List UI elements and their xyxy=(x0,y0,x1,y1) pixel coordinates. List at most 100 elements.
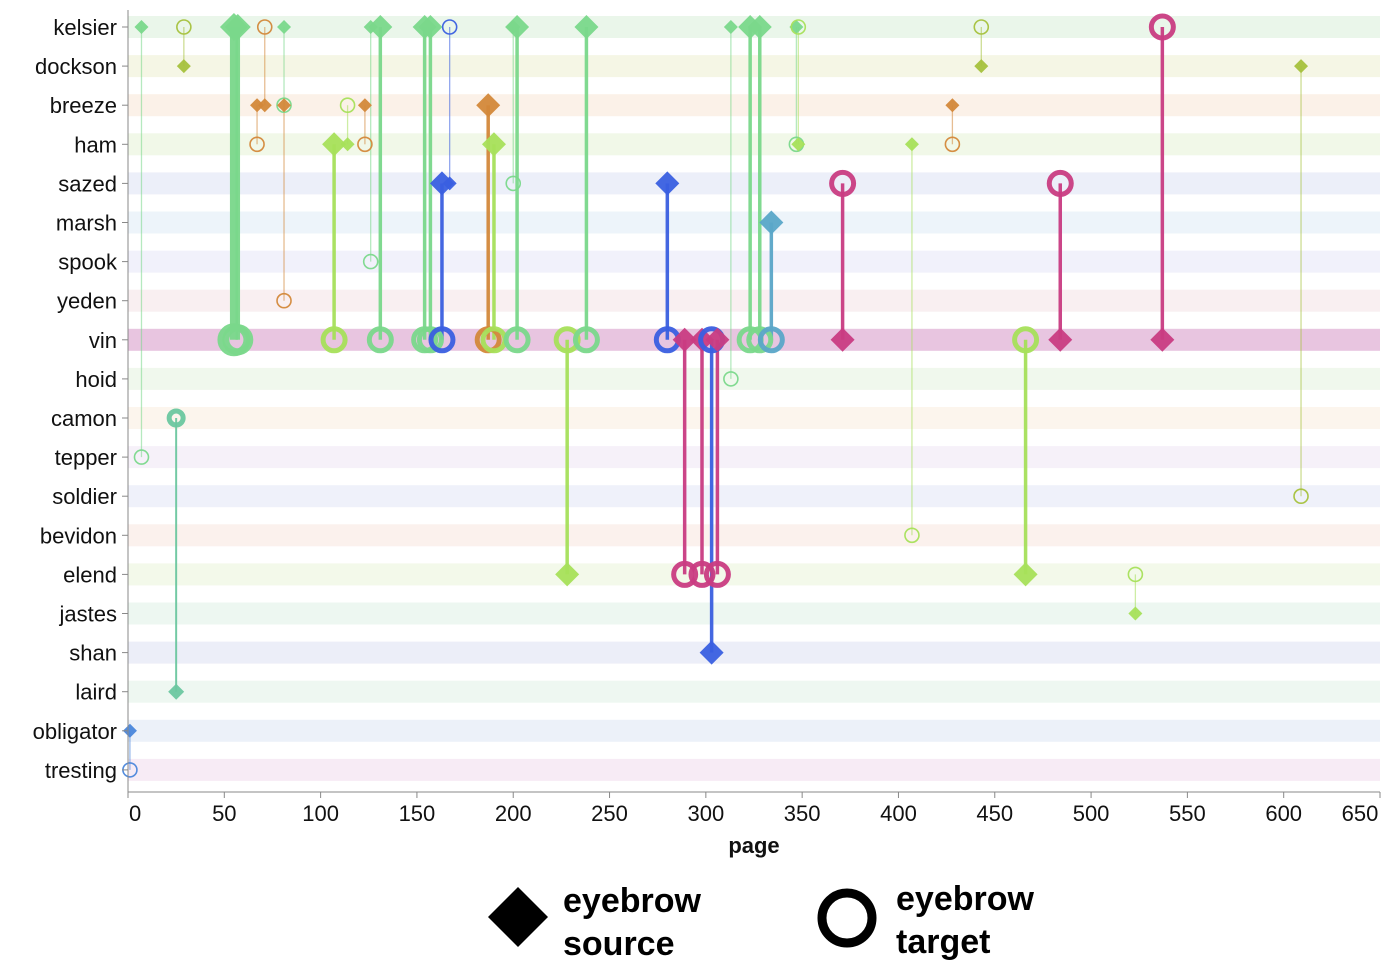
target-circle-marker xyxy=(904,527,920,544)
source-diamond-marker xyxy=(830,327,855,352)
source-diamond-marker xyxy=(1128,606,1143,621)
source-diamond-marker xyxy=(429,171,454,196)
row-band-jastes xyxy=(128,602,1380,625)
y-tick-label-kelsier: kelsier xyxy=(53,15,117,40)
source-diamond-marker xyxy=(555,562,580,587)
target-circle-marker xyxy=(746,326,774,354)
target-circle-marker xyxy=(688,560,716,588)
target-circle-marker xyxy=(357,136,373,153)
y-tick-label-yeden: yeden xyxy=(57,289,117,314)
target-circle-marker xyxy=(416,326,444,354)
legend-target-line1: eyebrow xyxy=(896,880,1034,918)
target-circle-marker xyxy=(1012,326,1040,354)
target-circle-marker xyxy=(249,136,265,153)
y-tick-label-laird: laird xyxy=(75,680,117,705)
source-diamond-marker xyxy=(506,20,521,34)
x-tick-label: 450 xyxy=(976,801,1013,826)
source-diamond-marker xyxy=(224,14,251,40)
source-diamond-marker xyxy=(277,98,292,113)
target-circle-marker xyxy=(428,326,456,354)
x-tick-label: 550 xyxy=(1169,801,1206,826)
y-tick-label-elend: elend xyxy=(63,562,117,587)
target-circle-marker xyxy=(362,253,379,270)
target-circle-marker xyxy=(503,326,531,354)
legend-target-line2: target xyxy=(896,923,990,961)
source-diamond-marker xyxy=(476,93,501,118)
x-tick-label: 600 xyxy=(1265,801,1302,826)
row-band-ham xyxy=(128,133,1380,156)
row-band-camon xyxy=(128,407,1380,429)
x-axis-title: page xyxy=(728,833,779,858)
source-diamond-marker xyxy=(1013,562,1038,587)
source-diamond-marker xyxy=(277,20,292,34)
target-circle-marker xyxy=(366,326,394,354)
source-diamond-marker xyxy=(357,98,372,113)
source-diamond-marker xyxy=(655,171,680,196)
row-band-spook xyxy=(128,250,1380,273)
source-diamond-marker xyxy=(340,137,355,152)
source-diamond-marker xyxy=(257,98,272,113)
target-circle-marker xyxy=(166,408,186,428)
source-diamond-marker xyxy=(250,98,265,113)
source-diamond-marker xyxy=(442,176,457,191)
x-tick-label: 300 xyxy=(687,801,724,826)
target-circle-marker xyxy=(553,326,581,354)
target-circle-marker xyxy=(723,371,739,387)
link-lines xyxy=(129,27,1302,770)
y-tick-label-tresting: tresting xyxy=(45,758,117,783)
legend-circle-icon xyxy=(817,888,877,948)
target-circle-marker xyxy=(222,324,254,356)
x-tick-label: 200 xyxy=(495,801,532,826)
source-diamond-marker xyxy=(723,20,738,34)
target-circle-marker xyxy=(944,136,961,153)
row-band-tepper xyxy=(128,446,1380,469)
x-tick-label: 0 xyxy=(129,801,141,826)
x-tick-label: 100 xyxy=(302,801,339,826)
y-tick-label-camon: camon xyxy=(51,406,117,431)
x-tick-label: 250 xyxy=(591,801,628,826)
target-circle-marker xyxy=(505,175,522,192)
source-diamond-marker xyxy=(418,15,443,39)
y-tick-label-sazed: sazed xyxy=(58,171,117,196)
row-band-obligator xyxy=(128,719,1380,742)
row-band-marsh xyxy=(128,211,1380,234)
source-diamond-marker xyxy=(122,723,137,738)
row-band-soldier xyxy=(128,485,1380,508)
source-diamond-marker xyxy=(481,132,506,157)
y-tick-label-soldier: soldier xyxy=(52,484,117,509)
target-circle-marker xyxy=(829,169,857,197)
row-band-laird xyxy=(128,680,1380,703)
source-diamond-marker xyxy=(791,137,806,152)
y-tick-label-spook: spook xyxy=(58,250,118,275)
source-diamond-marker xyxy=(368,15,393,39)
source-diamond-marker xyxy=(1294,59,1309,74)
legend-source-line1: eyebrow xyxy=(563,882,701,920)
target-circle-marker xyxy=(1293,488,1309,505)
y-tick-label-tepper: tepper xyxy=(55,445,117,470)
source-diamond-marker xyxy=(1048,327,1073,352)
y-tick-label-dockson: dockson xyxy=(35,54,117,79)
x-tick-label: 150 xyxy=(399,801,436,826)
row-band-elend xyxy=(128,563,1380,586)
y-tick-label-obligator: obligator xyxy=(33,719,117,744)
row-band-shan xyxy=(128,641,1380,664)
link-markers xyxy=(122,13,1309,778)
row-band-yeden xyxy=(128,289,1380,312)
target-circle-marker xyxy=(703,560,731,588)
target-circle-marker xyxy=(973,19,990,35)
source-diamond-marker xyxy=(134,20,149,34)
row-band-tresting xyxy=(128,758,1380,781)
target-circle-marker xyxy=(757,326,785,354)
source-diamond-marker xyxy=(699,640,724,665)
source-diamond-marker xyxy=(974,59,989,74)
row-band-sazed xyxy=(128,172,1380,195)
row-band-breeze xyxy=(128,94,1380,117)
source-diamond-marker xyxy=(705,327,730,352)
target-circle-marker xyxy=(671,560,699,588)
source-diamond-marker xyxy=(1150,327,1175,352)
x-tick-label: 500 xyxy=(1073,801,1110,826)
source-diamond-marker xyxy=(363,20,378,34)
y-tick-label-marsh: marsh xyxy=(56,211,117,236)
target-circle-marker xyxy=(790,19,807,35)
